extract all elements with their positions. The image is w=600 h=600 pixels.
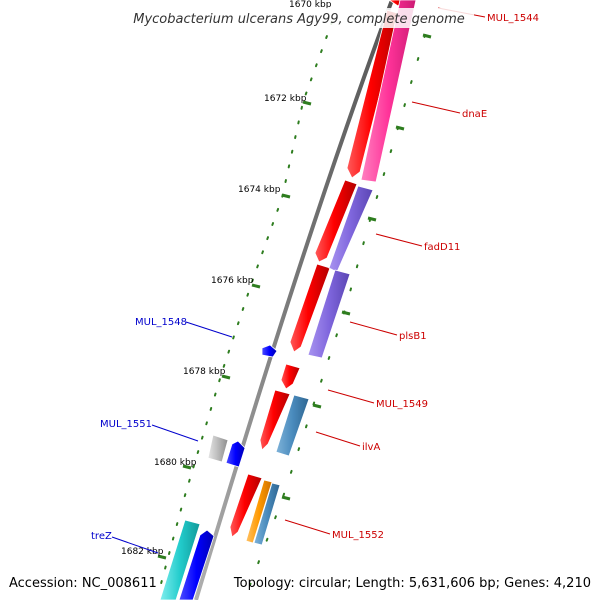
map-title: Mycobacterium ulcerans Agy99, complete g…	[133, 12, 465, 27]
genome-backbone-line	[194, 0, 394, 600]
gene-label-mul1551[interactable]: MUL_1551	[100, 419, 152, 430]
gene-feature-plsb1-cds[interactable]	[289, 263, 331, 353]
gene-label-dnae[interactable]: dnaE	[462, 109, 487, 120]
gene-label-mul1552[interactable]: MUL_1552	[332, 530, 384, 541]
gene-label-ilva[interactable]: ilvA	[362, 442, 380, 453]
tick-label-1676: 1676 kbp	[211, 276, 254, 286]
gene-feature-trez-blue[interactable]	[178, 529, 215, 600]
gene-feature-orange-1[interactable]	[245, 479, 273, 544]
gene-label-mul1548[interactable]: MUL_1548	[135, 317, 187, 328]
gene-label-mul1549[interactable]: MUL_1549	[376, 399, 428, 410]
tick-label-1678: 1678 kbp	[183, 367, 226, 377]
gene-feature-steelblue-2[interactable]	[253, 482, 281, 546]
footer-right-background	[256, 572, 596, 592]
gene-label-trez[interactable]: treZ	[91, 531, 112, 542]
reverse-leader-lines	[111, 321, 233, 554]
tick-label-1682: 1682 kbp	[121, 547, 164, 557]
accession-text: Accession: NC_008611	[9, 576, 157, 591]
gene-feature-mul1549-cds[interactable]	[280, 363, 301, 390]
gene-feature-trez-cyan[interactable]	[159, 519, 201, 600]
gene-feature-fadd11-cds[interactable]	[314, 179, 358, 263]
gene-feature-ilva-cds[interactable]	[259, 389, 291, 451]
tick-label-1672: 1672 kbp	[264, 94, 307, 104]
gene-label-fadd11[interactable]: fadD11	[424, 242, 460, 253]
gene-feature-purple-2[interactable]	[307, 269, 351, 359]
gene-feature-mul1551-gray[interactable]	[207, 434, 229, 463]
footer-left-background	[6, 572, 148, 592]
tick-label-1674: 1674 kbp	[238, 185, 281, 195]
gene-feature-mul1552-cds[interactable]	[229, 473, 263, 538]
forward-gene-labels: MUL_1544 dnaE fadD11 plsB1 MUL_1549 ilvA…	[332, 13, 539, 541]
title-background	[124, 8, 474, 28]
gene-feature-pink-1[interactable]	[360, 0, 417, 183]
reverse-track	[159, 344, 278, 600]
gene-label-mul1544[interactable]: MUL_1544	[487, 13, 539, 24]
forward-cds-track	[229, 0, 404, 538]
gene-feature-mul1548[interactable]	[261, 344, 278, 358]
gene-label-plsb1[interactable]: plsB1	[399, 331, 427, 342]
gene-feature-mul1551-blue[interactable]	[225, 440, 246, 468]
major-ticks	[157, 33, 432, 560]
tick-track	[157, 21, 333, 596]
tick-label-1670: 1670 kbp	[289, 0, 332, 10]
topology-text: Topology: circular; Length: 5,631,606 bp…	[233, 576, 591, 591]
genome-backbone	[194, 0, 398, 600]
forward-category-track	[245, 0, 417, 546]
reverse-gene-labels: MUL_1548 MUL_1551 treZ	[91, 317, 187, 542]
tick-label-1680: 1680 kbp	[154, 458, 197, 468]
tick-labels: 1670 kbp 1672 kbp 1674 kbp 1676 kbp 1678…	[121, 0, 332, 557]
gene-feature-steelblue-1[interactable]	[275, 394, 310, 457]
